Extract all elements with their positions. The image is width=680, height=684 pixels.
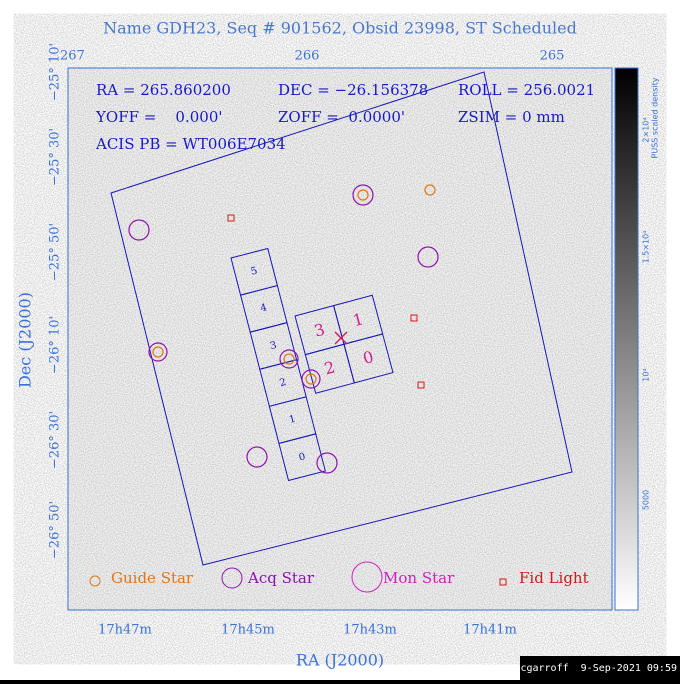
chip-label: 1: [351, 309, 366, 330]
guide-stars: [152, 184, 436, 385]
shape: [278, 433, 326, 482]
bottom-tick-label: 17h45m: [221, 623, 275, 638]
shape: [246, 446, 268, 468]
info-roll: ROLL = 256.0021: [458, 81, 595, 99]
shape: [410, 314, 418, 322]
shape: [316, 452, 338, 474]
left-tick-label: −26° 10': [48, 316, 63, 374]
legend-label: Acq Star: [247, 569, 315, 587]
s-array: 5 4 3 2 1 0: [230, 247, 326, 482]
shape: [128, 219, 150, 241]
shape: [417, 246, 439, 268]
chip-label: 2: [322, 357, 337, 378]
colorbar-tick: 1.5×10⁴: [642, 231, 651, 264]
colorbar: PUSS scaled density 2×10⁴ 1.5×10⁴ 10⁴ 50…: [614, 67, 660, 611]
shape: [89, 575, 101, 587]
chip-label: 4: [259, 302, 268, 314]
chip-label: 0: [298, 451, 307, 463]
chip-label: 0: [361, 347, 376, 368]
shape: [221, 567, 243, 589]
colorbar-label: PUSS scaled density: [651, 77, 660, 158]
shape: [424, 184, 436, 196]
shape: [343, 333, 394, 384]
info-block: RA = 265.860200 DEC = −26.156378 ROLL = …: [95, 81, 595, 153]
acq-stars: [128, 184, 439, 474]
info-zsim: ZSIM = 0 mm: [458, 108, 565, 126]
top-tick-label: 267: [60, 49, 85, 64]
shape: [417, 381, 425, 389]
bottom-tick-label: 17h43m: [343, 623, 397, 638]
title: Name GDH23, Seq # 901562, Obsid 23998, S…: [103, 19, 577, 38]
bottom-tick-label: 17h47m: [98, 623, 152, 638]
colorbar-scale: [614, 67, 639, 611]
left-tick-label: −25° 50': [48, 223, 63, 281]
shape: [148, 342, 168, 362]
y-axis-label: Dec (J2000): [16, 292, 35, 388]
plot-frame: [67, 67, 613, 611]
info-yoff: YOFF = 0.000': [95, 108, 223, 126]
legend-label: Fid Light: [519, 569, 589, 587]
left-tick-label: −25° 30': [48, 128, 63, 186]
chip-label: 3: [269, 340, 278, 352]
shape: [352, 184, 374, 206]
top-tick-label: 266: [295, 49, 320, 64]
axes: 267 266 265 −25° 10' −25° 30' −25° 50' −…: [16, 43, 565, 670]
legend-label: Mon Star: [383, 569, 455, 587]
top-tick-label: 265: [540, 49, 565, 64]
shape: [499, 578, 507, 586]
colorbar-tick: 2×10⁴: [642, 117, 651, 142]
chip-label: 2: [278, 377, 287, 389]
aimpoint: [334, 331, 348, 345]
left-tick-label: −26° 50': [48, 501, 63, 559]
shape: [301, 369, 321, 389]
shape: [152, 346, 164, 358]
legend-label: Guide Star: [111, 569, 194, 587]
footer: cgarroff 9-Sep-2021 09:59: [520, 663, 677, 674]
x-axis-label: RA (J2000): [296, 651, 384, 670]
legend: Guide Star Acq Star Mon Star Fid Light: [89, 561, 589, 593]
shape: [305, 373, 317, 385]
left-tick-label: −26° 30': [48, 411, 63, 469]
info-ra: RA = 265.860200: [96, 81, 231, 99]
chip-label: 3: [312, 320, 327, 341]
shape: [283, 353, 295, 365]
info-dec: DEC = −26.156378: [278, 81, 428, 99]
field-box: [110, 71, 573, 566]
shape: [279, 349, 299, 369]
colorbar-tick: 10⁴: [642, 368, 651, 381]
left-tick-label: −25° 10': [48, 43, 63, 101]
chip-label: 1: [288, 414, 297, 426]
shape: [227, 214, 235, 222]
footer-bar: [520, 656, 680, 680]
fid-lights: [227, 214, 425, 389]
plot-area: 5 4 3 2 1 0 3 1 2 0 RA = 265.: [67, 67, 613, 611]
shape: [351, 561, 383, 593]
bottom-tick-label: 17h41m: [463, 623, 517, 638]
shape: [357, 189, 369, 201]
chip-label: 5: [250, 266, 259, 278]
i-array: 3 1 2 0: [294, 294, 394, 394]
colorbar-tick: 5000: [642, 490, 651, 510]
info-acis: ACIS PB = WT006E7034: [95, 135, 286, 153]
info-zoff: ZOFF = 0.0000': [278, 108, 405, 126]
